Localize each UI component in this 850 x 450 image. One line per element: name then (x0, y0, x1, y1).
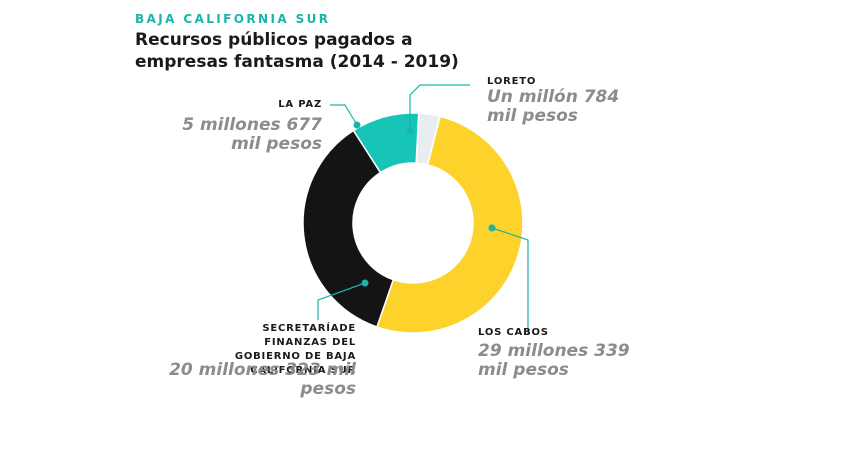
leader-line-secretaria (317, 282, 366, 320)
leader-line-loreto (409, 84, 470, 131)
slice-label-la-paz: LA PAZ (278, 99, 322, 110)
slice-la-paz (352, 112, 420, 174)
leader-line-la-paz (330, 104, 358, 126)
leader-dot-loreto (406, 127, 414, 135)
leader-dot-los-cabos (488, 224, 496, 232)
leader-dot-la-paz (353, 121, 361, 129)
slice-secretaria (302, 129, 395, 328)
slice-label-los-cabos: LOS CABOS (478, 327, 549, 338)
slice-value-secretaria: 20 millones 323 mil pesos (169, 360, 356, 399)
slice-los-cabos (375, 115, 524, 334)
slice-label-loreto: LORETO (487, 76, 537, 87)
leader-line-los-cabos (491, 227, 529, 335)
chart-kicker: BAJA CALIFORNIA SUR (135, 12, 331, 26)
slice-value-los-cabos: 29 millones 339 mil pesos (478, 341, 630, 380)
slice-label-secretaria: SECRETARÍADE FINANZAS DEL GOBIERNO DE BA… (234, 323, 356, 376)
leader-dot-secretaria (361, 279, 369, 287)
chart-title: Recursos públicos pagados a empresas fan… (135, 30, 459, 72)
slice-value-la-paz: 5 millones 677 mil pesos (182, 115, 322, 154)
slice-value-loreto: Un millón 784 mil pesos (487, 87, 620, 126)
